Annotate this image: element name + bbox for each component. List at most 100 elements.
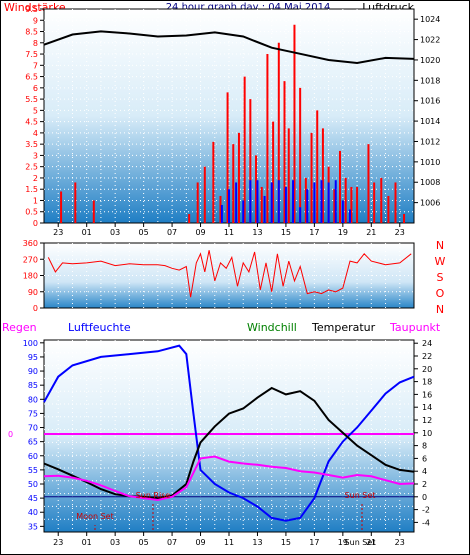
wind-left-axis: 0 0.5 1 1.5 2 2.5 3 3.5 4 4.5 5 5.5 6 6.5 7 7.5 8 8.5 9 9.5 [25,5,44,228]
annotation-label: Sun Set [345,491,376,500]
temp-x-tick-label: 07 [167,538,177,547]
temperature-tick-label: 12 [422,416,432,425]
compass-letter: O [436,287,445,300]
temperature-tick-label: 18 [422,378,432,387]
temp-x-tick-label: 17 [309,538,319,547]
temp-x-tick-label: 11 [224,538,234,547]
temperature-tick-label: 8 [422,442,427,451]
annotation-label: Sun Rise [136,491,171,500]
wind-x-tick-label: 13 [252,228,262,237]
annotation-label: Moon Set [76,512,113,521]
pressure-tick-label: 1022 [420,36,440,45]
temp-x-tick-label: 13 [252,538,262,547]
temperature-tick-label: 6 [422,454,427,463]
pressure-tick-label: 1010 [420,158,440,167]
temperature-series [43,386,415,500]
pressure-tick-label: 1020 [420,56,440,65]
legend-label: Luftfeuchte [68,321,131,334]
humidity-tick-label: 50 [28,480,38,489]
direction-tick-label: 180 [23,272,38,281]
wind-tick-label: 4 [33,129,38,138]
legend-label: Taupunkt [389,321,441,334]
wind-tick-label: 3 [33,151,38,160]
temperature-x-axis: 23 01 03 05 07 09 11 13 15 17 19 21 23 [53,532,405,547]
wind-tick-label: 1 [33,196,38,205]
wind-x-axis: 23 01 03 05 07 09 11 13 15 17 19 21 23 [53,223,405,237]
temperature-tick-label: 24 [422,339,432,348]
temp-x-tick-label: 19 [338,538,348,547]
humidity-tick-label: 55 [28,466,38,475]
wind-x-tick-label: 03 [110,228,120,237]
humidity-tick-label: 40 [28,508,38,517]
direction-tick-label: 0 [33,304,38,313]
direction-tick-label: 90 [28,288,38,297]
humidity-tick-label: 85 [28,381,38,390]
temperature-legend: Regen Luftfeuchte Windchill Temperatur Taupu… [2,321,441,334]
temperature-tick-label: 20 [422,365,432,374]
pressure-tick-label: 1024 [420,15,440,24]
direction-line [47,250,412,298]
legend-label: Regen [2,321,37,334]
wind-tick-label: 8.5 [25,28,38,37]
wind-x-tick-label: 19 [338,228,348,237]
wind-tick-label: 4.5 [25,118,38,127]
compass-letter: W [435,255,446,268]
wind-tick-label: 1.5 [25,185,38,194]
wind-x-tick-label: 23 [395,228,405,237]
humidity-tick-label: 100 [23,339,38,348]
temperature-tick-label: 2 [422,480,427,489]
legend-label: Temperatur [311,321,376,334]
wind-tick-label: 5.5 [25,95,38,104]
annotation-label: Sun Set [345,538,376,547]
wind-tick-label: 9.5 [25,5,38,14]
wind-tick-label: 5 [33,106,38,115]
temp-x-tick-label: 15 [281,538,291,547]
humidity-tick-label: 75 [28,409,38,418]
wind-tick-label: 3.5 [25,140,38,149]
temperature-tick-label: 22 [422,352,432,361]
humidity-series [43,344,415,522]
temp-x-tick-label: 03 [110,538,120,547]
humidity-tick-label: 70 [28,424,38,433]
pressure-right-axis: 1006 1008 1010 1012 1014 1016 1018 1020 1022 1024 [414,15,440,208]
temperature-tick-label: -4 [422,518,430,527]
temperature-tick-label: 0 [422,493,427,502]
humidity-tick-label: 35 [28,522,38,531]
wind-x-tick-label: 09 [195,228,205,237]
sun-moon-annotations: Moon Set Sun Rise Sun Set Sun Set [76,491,375,547]
pressure-tick-label: 1016 [420,97,440,106]
wind-tick-label: 2 [33,174,38,183]
pressure-tick-label: 1018 [420,76,440,85]
wind-x-tick-label: 21 [366,228,376,237]
temp-x-tick-label: 01 [82,538,92,547]
pressure-tick-label: 1012 [420,137,440,146]
humidity-tick-label: 60 [28,452,38,461]
compass-letter: N [436,303,444,316]
direction-grid [44,243,414,308]
humidity-left-axis: 35 40 45 50 55 60 65 70 75 80 85 90 95 100 0 [8,339,44,531]
pressure-series [43,30,415,65]
wind-bars [60,24,406,223]
wind-tick-label: 9 [33,16,38,25]
temp-x-tick-label: 21 [366,538,376,547]
humidity-tick-label: 95 [28,353,38,362]
humidity-tick-label: 80 [28,395,38,404]
wind-tick-label: 0.5 [25,208,38,217]
pressure-tick-label: 1014 [420,117,440,126]
temp-x-tick-label: 05 [139,538,149,547]
wind-tick-label: 2.5 [25,163,38,172]
temp-x-tick-label: 09 [195,538,205,547]
wind-x-tick-label: 15 [281,228,291,237]
dewpoint-series [43,455,415,502]
rain-tick-label: 0 [8,430,13,439]
wind-x-tick-label: 07 [167,228,177,237]
temperature-lines [43,344,415,522]
temperature-tick-label: 16 [422,390,432,399]
temperature-tick-label: 14 [422,403,432,412]
wind-tick-label: 6.5 [25,73,38,82]
temperature-tick-label: -2 [422,506,430,515]
